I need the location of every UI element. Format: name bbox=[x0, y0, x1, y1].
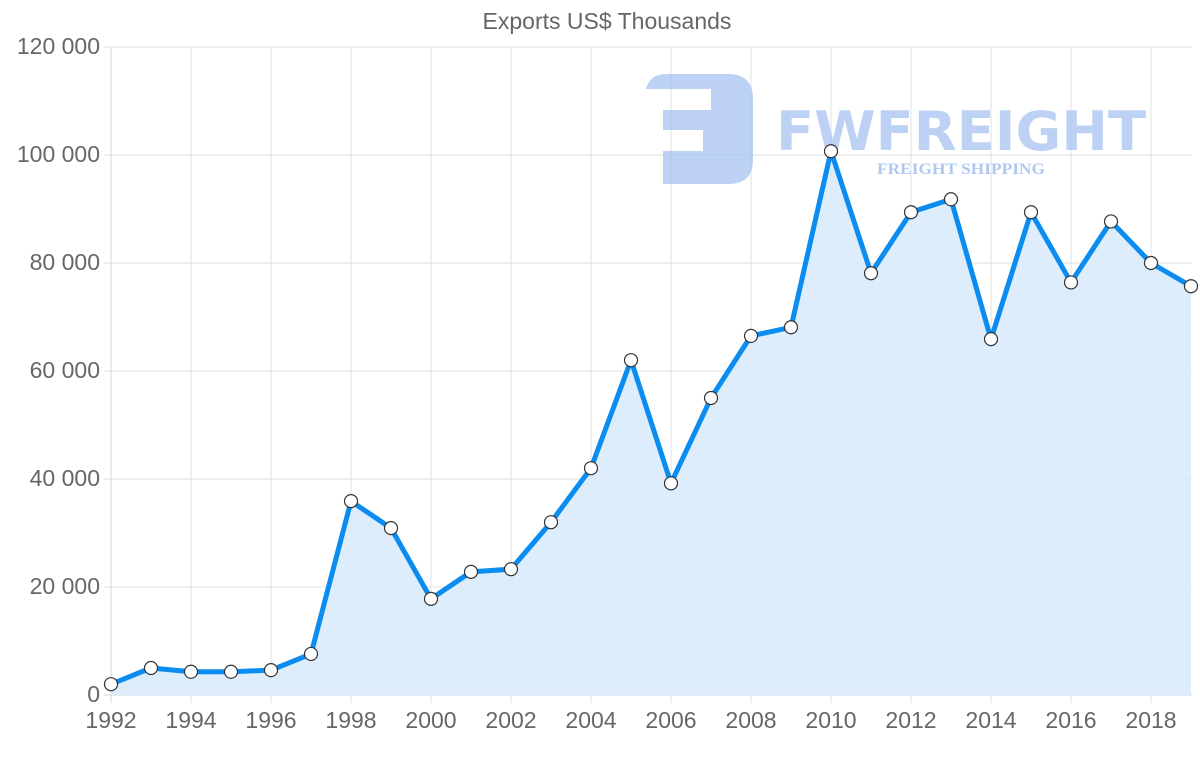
data-point[interactable] bbox=[583, 461, 599, 476]
x-tick-label: 2018 bbox=[1125, 707, 1177, 733]
data-point[interactable] bbox=[863, 266, 879, 281]
data-point[interactable] bbox=[903, 205, 919, 220]
y-tick-label: 100 000 bbox=[16, 141, 100, 167]
data-point[interactable] bbox=[1183, 279, 1199, 294]
x-tick-label: 1992 bbox=[85, 707, 137, 733]
data-point[interactable] bbox=[1103, 214, 1119, 229]
y-tick-label: 80 000 bbox=[29, 249, 100, 275]
data-point[interactable] bbox=[503, 562, 519, 577]
data-point[interactable] bbox=[743, 328, 759, 343]
x-tick-label: 2008 bbox=[725, 707, 777, 733]
data-point[interactable] bbox=[223, 664, 239, 679]
data-point[interactable] bbox=[783, 320, 799, 335]
data-point[interactable] bbox=[463, 564, 479, 579]
data-point[interactable] bbox=[1063, 275, 1079, 290]
x-tick-label: 1994 bbox=[165, 707, 217, 733]
data-point[interactable] bbox=[543, 515, 559, 530]
x-tick-label: 2006 bbox=[645, 707, 697, 733]
y-tick-label: 20 000 bbox=[29, 573, 100, 599]
data-point[interactable] bbox=[303, 646, 319, 662]
data-point[interactable] bbox=[943, 192, 959, 207]
data-points bbox=[103, 144, 1199, 692]
data-point[interactable] bbox=[143, 660, 159, 676]
x-tick-label: 2002 bbox=[485, 707, 537, 733]
y-tick-label: 40 000 bbox=[29, 465, 100, 491]
y-tick-label: 120 000 bbox=[16, 33, 100, 59]
chart-title: Exports US$ Thousands bbox=[482, 8, 732, 34]
data-point[interactable] bbox=[343, 494, 359, 509]
x-tick-label: 2010 bbox=[805, 707, 857, 733]
watermark-tagline: FREIGHT SHIPPING bbox=[877, 161, 1046, 178]
data-point[interactable] bbox=[423, 591, 439, 606]
data-point[interactable] bbox=[103, 677, 119, 692]
x-tick-label: 2014 bbox=[965, 707, 1017, 733]
data-line bbox=[110, 148, 1193, 687]
data-point[interactable] bbox=[183, 664, 199, 679]
x-tick-label: 2016 bbox=[1045, 707, 1097, 733]
data-point[interactable] bbox=[1023, 205, 1039, 220]
x-tick-label: 2004 bbox=[565, 707, 617, 733]
data-point[interactable] bbox=[1143, 255, 1159, 271]
data-point[interactable] bbox=[263, 663, 279, 678]
data-point[interactable] bbox=[823, 144, 839, 159]
x-tick-label: 2012 bbox=[885, 707, 937, 733]
x-tick-label: 2000 bbox=[405, 707, 457, 733]
data-point[interactable] bbox=[983, 332, 999, 347]
x-tick-label: 1998 bbox=[325, 707, 377, 733]
y-tick-label: 60 000 bbox=[29, 357, 100, 383]
y-tick-label: 0 bbox=[87, 681, 100, 707]
fwfreight-logo-icon bbox=[646, 74, 753, 184]
data-point[interactable] bbox=[703, 390, 719, 406]
data-point[interactable] bbox=[663, 476, 679, 491]
data-point[interactable] bbox=[383, 521, 399, 536]
data-point[interactable] bbox=[623, 353, 639, 368]
x-tick-label: 1996 bbox=[245, 707, 297, 733]
